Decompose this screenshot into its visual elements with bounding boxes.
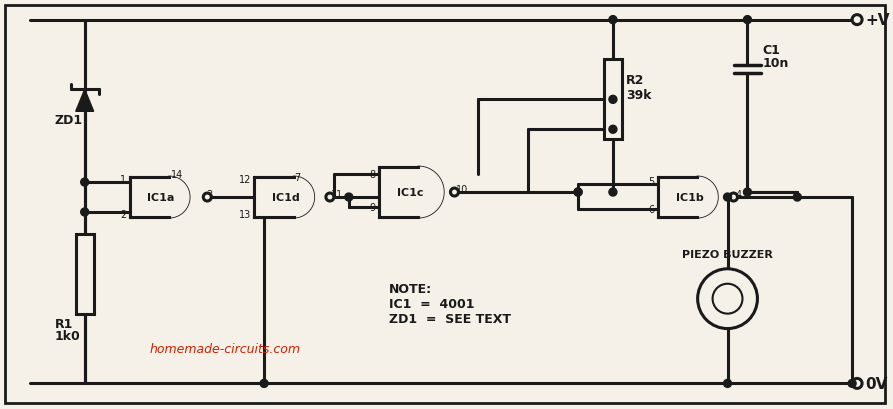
Circle shape [345,193,353,202]
Polygon shape [379,168,443,218]
Text: +V: +V [865,13,889,28]
Text: IC1a: IC1a [147,193,175,202]
Text: homemade-circuits.com: homemade-circuits.com [149,342,300,355]
Text: PIEZO BUZZER: PIEZO BUZZER [682,249,773,259]
FancyBboxPatch shape [76,234,94,314]
Circle shape [609,17,617,25]
Text: IC1d: IC1d [272,193,300,202]
Text: 13: 13 [239,209,251,220]
Text: R2: R2 [626,74,644,87]
Circle shape [326,193,334,202]
Text: 8: 8 [370,170,376,180]
Circle shape [730,193,738,202]
Polygon shape [255,178,313,218]
Text: ZD1: ZD1 [54,114,83,126]
Circle shape [260,380,268,387]
Circle shape [848,380,856,387]
Text: 7: 7 [294,173,300,183]
Circle shape [609,189,617,197]
Circle shape [723,380,731,387]
Circle shape [450,189,458,197]
Text: 4: 4 [736,189,741,200]
Circle shape [723,193,731,202]
Text: 5: 5 [648,177,655,187]
Text: 9: 9 [370,202,376,212]
Text: 12: 12 [238,175,251,184]
Text: ZD1  =  SEE TEXT: ZD1 = SEE TEXT [388,312,511,325]
Text: 14: 14 [171,170,184,180]
Text: IC1b: IC1b [676,193,704,202]
Text: R1: R1 [54,317,73,330]
Text: 1k0: 1k0 [54,329,80,342]
Text: 0V: 0V [865,376,888,391]
Circle shape [852,16,862,25]
Polygon shape [658,178,717,218]
FancyBboxPatch shape [604,61,622,140]
Text: 39k: 39k [626,89,651,101]
Polygon shape [76,90,94,112]
Text: 1: 1 [121,175,127,184]
Text: C1: C1 [763,44,780,57]
Circle shape [852,378,862,389]
Circle shape [744,17,751,25]
Polygon shape [129,178,189,218]
Circle shape [793,193,801,202]
Circle shape [574,189,582,197]
Circle shape [204,193,212,202]
Circle shape [744,189,751,197]
Circle shape [80,209,88,216]
Text: 3: 3 [206,189,213,200]
Text: 2: 2 [121,209,127,220]
Text: NOTE:: NOTE: [388,283,432,295]
Text: IC1  =  4001: IC1 = 4001 [388,297,474,310]
Text: 11: 11 [331,189,343,200]
Circle shape [609,96,617,104]
Circle shape [80,179,88,187]
Text: IC1c: IC1c [396,188,423,198]
Circle shape [574,189,582,197]
Text: 10n: 10n [763,57,789,70]
Circle shape [609,126,617,134]
Text: 10: 10 [455,184,468,195]
Text: 6: 6 [648,204,655,214]
Circle shape [697,269,757,329]
Circle shape [713,284,742,314]
